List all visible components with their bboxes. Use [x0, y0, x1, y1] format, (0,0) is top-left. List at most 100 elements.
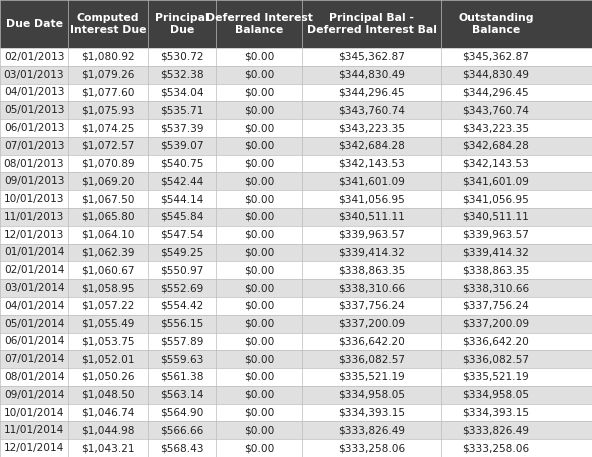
Text: $539.07: $539.07: [160, 141, 204, 151]
Text: $1,072.57: $1,072.57: [81, 141, 135, 151]
Text: $336,082.57: $336,082.57: [338, 354, 405, 364]
Text: $1,075.93: $1,075.93: [81, 105, 135, 115]
Text: $340,511.11: $340,511.11: [462, 212, 529, 222]
Bar: [0, 421, 592, 439]
Text: $333,258.06: $333,258.06: [338, 443, 405, 453]
Bar: [0, 84, 592, 101]
Text: $341,056.95: $341,056.95: [462, 194, 529, 204]
Text: $1,080.92: $1,080.92: [81, 52, 135, 62]
Text: $342,684.28: $342,684.28: [462, 141, 529, 151]
Text: $344,296.45: $344,296.45: [338, 87, 405, 97]
Text: $545.84: $545.84: [160, 212, 204, 222]
Text: $1,079.26: $1,079.26: [81, 69, 135, 80]
Text: $343,760.74: $343,760.74: [462, 105, 529, 115]
Text: $339,414.32: $339,414.32: [462, 248, 529, 257]
Text: $1,053.75: $1,053.75: [81, 336, 135, 346]
Text: 04/01/2013: 04/01/2013: [4, 87, 65, 97]
Text: 11/01/2013: 11/01/2013: [4, 212, 64, 222]
Text: $0.00: $0.00: [244, 283, 274, 293]
Text: Principal
Due: Principal Due: [155, 13, 209, 35]
Bar: [0, 137, 592, 154]
Text: $0.00: $0.00: [244, 87, 274, 97]
Text: 11/01/2014: 11/01/2014: [4, 425, 64, 436]
Text: $334,958.05: $334,958.05: [338, 390, 405, 400]
Text: 06/01/2013: 06/01/2013: [4, 123, 65, 133]
Text: $335,521.19: $335,521.19: [462, 372, 529, 382]
Text: 03/01/2013: 03/01/2013: [4, 69, 65, 80]
Text: $344,830.49: $344,830.49: [462, 69, 529, 80]
Text: $345,362.87: $345,362.87: [338, 52, 405, 62]
Bar: [0, 279, 592, 297]
Text: $0.00: $0.00: [244, 354, 274, 364]
Text: $1,058.95: $1,058.95: [81, 283, 135, 293]
Text: $1,048.50: $1,048.50: [81, 390, 135, 400]
Text: $1,064.10: $1,064.10: [81, 230, 135, 240]
Text: $0.00: $0.00: [244, 159, 274, 169]
Text: $334,393.15: $334,393.15: [338, 408, 405, 418]
Text: 04/01/2014: 04/01/2014: [4, 301, 64, 311]
Text: Deferred Interest
Balance: Deferred Interest Balance: [205, 13, 313, 35]
Text: $532.38: $532.38: [160, 69, 204, 80]
Bar: [0, 368, 592, 386]
Text: Principal Bal -
Deferred Interest Bal: Principal Bal - Deferred Interest Bal: [307, 13, 436, 35]
Text: $342,684.28: $342,684.28: [338, 141, 405, 151]
Text: $1,067.50: $1,067.50: [81, 194, 135, 204]
Text: $0.00: $0.00: [244, 390, 274, 400]
Text: $0.00: $0.00: [244, 408, 274, 418]
Text: $550.97: $550.97: [160, 265, 204, 275]
Text: $0.00: $0.00: [244, 176, 274, 186]
Text: $338,310.66: $338,310.66: [462, 283, 529, 293]
Text: $335,521.19: $335,521.19: [338, 372, 405, 382]
Text: $337,200.09: $337,200.09: [462, 319, 529, 329]
Text: $561.38: $561.38: [160, 372, 204, 382]
Bar: [0, 119, 592, 137]
Text: $535.71: $535.71: [160, 105, 204, 115]
Text: $333,826.49: $333,826.49: [338, 425, 405, 436]
Text: $0.00: $0.00: [244, 69, 274, 80]
Text: $1,050.26: $1,050.26: [81, 372, 135, 382]
Bar: [0, 261, 592, 279]
Text: $554.42: $554.42: [160, 301, 204, 311]
Text: $0.00: $0.00: [244, 230, 274, 240]
Text: Computed
Interest Due: Computed Interest Due: [70, 13, 146, 35]
Bar: [0, 66, 592, 84]
Text: $566.66: $566.66: [160, 425, 204, 436]
Bar: [0, 244, 592, 261]
Text: $552.69: $552.69: [160, 283, 204, 293]
Bar: [0, 386, 592, 404]
Text: $1,052.01: $1,052.01: [81, 354, 135, 364]
Text: Outstanding
Balance: Outstanding Balance: [458, 13, 533, 35]
Text: $339,963.57: $339,963.57: [338, 230, 405, 240]
Text: $564.90: $564.90: [160, 408, 204, 418]
Text: 03/01/2014: 03/01/2014: [4, 283, 65, 293]
Text: $345,362.87: $345,362.87: [462, 52, 529, 62]
Text: $0.00: $0.00: [244, 105, 274, 115]
Text: $339,963.57: $339,963.57: [462, 230, 529, 240]
Text: $557.89: $557.89: [160, 336, 204, 346]
Text: $530.72: $530.72: [160, 52, 204, 62]
Text: $1,043.21: $1,043.21: [81, 443, 135, 453]
Text: 09/01/2014: 09/01/2014: [4, 390, 64, 400]
Text: 01/01/2014: 01/01/2014: [4, 248, 64, 257]
Text: 07/01/2013: 07/01/2013: [4, 141, 65, 151]
Text: $342,143.53: $342,143.53: [338, 159, 405, 169]
Text: 05/01/2013: 05/01/2013: [4, 105, 65, 115]
Text: $0.00: $0.00: [244, 301, 274, 311]
Bar: [0, 48, 592, 66]
Text: $1,057.22: $1,057.22: [81, 301, 135, 311]
Bar: [0, 0, 592, 48]
Text: $341,056.95: $341,056.95: [338, 194, 405, 204]
Text: $337,756.24: $337,756.24: [338, 301, 405, 311]
Bar: [0, 101, 592, 119]
Text: 06/01/2014: 06/01/2014: [4, 336, 64, 346]
Text: $568.43: $568.43: [160, 443, 204, 453]
Text: $333,258.06: $333,258.06: [462, 443, 529, 453]
Text: $1,062.39: $1,062.39: [81, 248, 135, 257]
Text: $1,074.25: $1,074.25: [81, 123, 135, 133]
Text: $1,065.80: $1,065.80: [81, 212, 135, 222]
Text: $559.63: $559.63: [160, 354, 204, 364]
Text: $338,863.35: $338,863.35: [462, 265, 529, 275]
Text: $1,046.74: $1,046.74: [81, 408, 135, 418]
Text: $338,863.35: $338,863.35: [338, 265, 405, 275]
Text: $547.54: $547.54: [160, 230, 204, 240]
